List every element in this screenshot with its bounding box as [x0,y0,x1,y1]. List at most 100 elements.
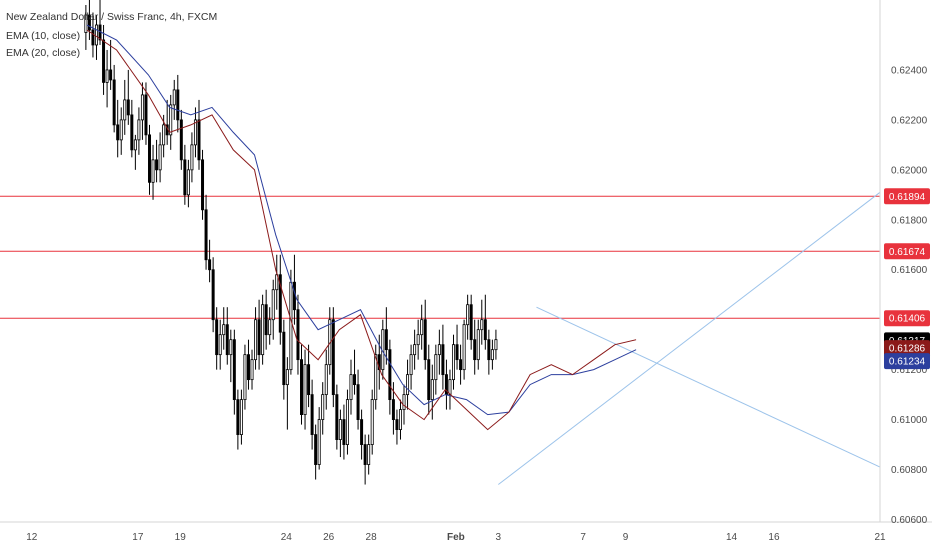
candle-body [239,399,243,435]
candle [374,344,378,410]
candle-body [261,304,265,356]
trendline-1[interactable] [536,306,881,468]
price-badge-label: 0.61234 [889,357,926,368]
candle [222,307,226,350]
time-axis[interactable]: 12 17 19 24 26 28 Feb 3 7 9 14 16 21 [26,532,886,543]
candle-body [246,354,250,381]
candle [246,339,250,390]
candle-body [250,359,254,381]
candle-body [480,319,484,331]
candle-body [317,419,321,465]
time-tick-label: 14 [726,532,738,543]
candle-body [116,124,120,141]
candle [148,124,152,195]
candle-body [211,269,215,321]
candle [367,434,371,475]
candle-body [102,39,106,83]
candle-body [218,334,222,356]
candle-body [190,144,194,171]
candle [466,294,470,340]
candle [395,409,399,445]
ema10-line [86,29,637,431]
candle [176,74,180,133]
candle [420,304,424,350]
horizontal-levels [0,195,880,319]
candle [409,344,413,390]
candle-body [459,359,463,371]
candle-body [222,324,226,336]
candle [459,344,463,385]
time-tick-label: Feb [447,532,465,543]
price-badge-5: 0.61234 [884,353,930,370]
time-tick-label: 21 [874,532,886,543]
candle-body [406,374,410,396]
price-tick-label: 0.61800 [891,215,928,226]
candle-body [296,309,300,361]
candle-body [208,259,212,271]
time-tick-label: 7 [580,532,586,543]
candle-body [144,94,148,136]
trendline-0[interactable] [498,191,881,485]
candle [384,307,388,365]
candle [268,307,272,345]
candle [285,357,289,430]
candle-body [303,364,307,416]
candle [91,12,95,58]
candle [112,64,116,133]
candle-body [232,339,236,401]
price-badge-1: 0.61674 [884,243,930,260]
time-tick-label: 19 [175,532,187,543]
candle [190,132,194,183]
plot-area[interactable] [0,0,881,485]
price-badge-bg [884,353,930,370]
candle-body [169,104,173,136]
candle-body [84,14,88,33]
candle [487,329,491,375]
candle [296,294,300,375]
price-tick-label: 0.62400 [891,65,928,76]
candle-body [324,364,328,396]
price-badge-label: 0.61286 [889,344,926,355]
candle-body [441,344,445,376]
candle-body [409,354,413,376]
price-badge-2: 0.61406 [884,310,930,327]
candle [243,344,247,410]
candle-body [466,304,470,326]
candle-body [300,359,304,416]
trendlines [498,191,881,485]
candle [345,389,349,455]
candle [452,334,455,390]
candle [236,389,240,450]
candle-body [193,119,197,146]
candle-body [183,159,187,196]
candle [225,307,229,365]
candle [239,389,243,445]
candle-body [452,344,455,381]
candle [416,319,420,360]
candle [388,339,392,415]
candle-body [338,419,342,440]
price-tick-label: 0.61600 [891,265,928,276]
candle-body [342,419,346,445]
candle-body [87,14,91,31]
candle-body [140,94,144,121]
candle [331,307,335,408]
candle-body [314,434,318,465]
candle-body [148,134,152,183]
candle-body [151,159,155,183]
price-badge-label: 0.61894 [889,192,926,203]
candle-body [215,319,219,356]
candle [94,14,98,60]
candle-body [112,79,116,126]
candle [278,254,282,345]
candle-body [402,394,406,411]
candle-body [119,119,123,141]
candle-body [490,349,494,361]
candle [303,349,307,430]
candle-body [137,119,141,141]
candle [338,409,342,458]
candle-body [476,329,480,361]
candle [455,324,459,370]
candle-body [204,209,208,261]
